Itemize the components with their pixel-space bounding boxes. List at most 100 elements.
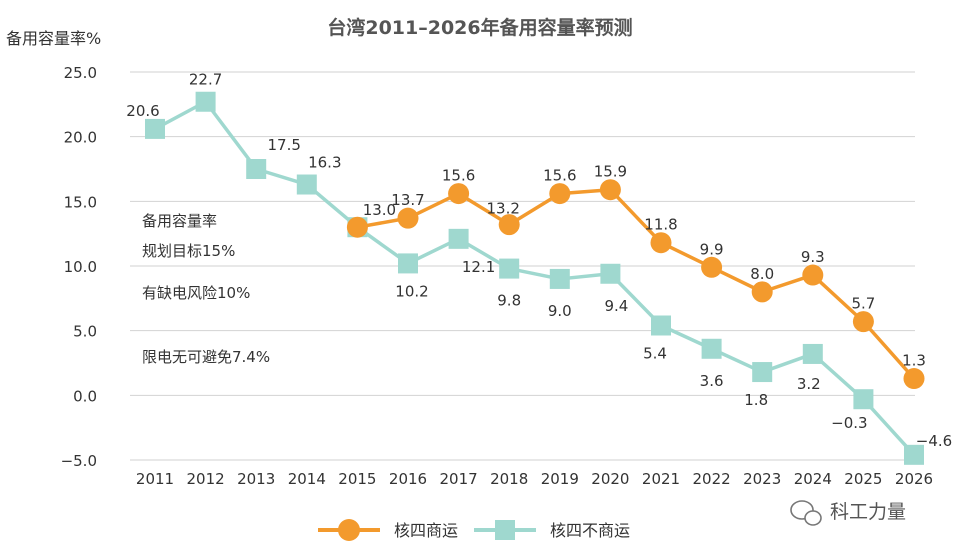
y-tick-labels: 25.0 20.0 15.0 10.0 5.0 0.0 −5.0 <box>61 64 97 470</box>
data-label-with-nuclear4: 13.2 <box>486 200 519 218</box>
watermark: 科工力量 <box>790 500 906 526</box>
data-point-without-nuclear4 <box>600 263 621 284</box>
data-label-without-nuclear4: 9.4 <box>604 297 628 315</box>
series-line-without-nuclear4 <box>154 99 916 457</box>
data-label-without-nuclear4: 20.6 <box>126 102 159 120</box>
data-label-without-nuclear4: 12.1 <box>462 258 495 276</box>
y-tick-label: −5.0 <box>61 452 97 470</box>
y-tick-label: 0.0 <box>73 387 97 405</box>
data-point-without-nuclear4 <box>145 118 165 139</box>
data-label-with-nuclear4: 5.7 <box>851 295 875 313</box>
legend: 核四商运 核四不商运 <box>318 519 630 541</box>
data-point-without-nuclear4 <box>853 389 874 410</box>
x-tick-label: 2013 <box>237 470 275 488</box>
annotation-reserve-rate: 备用容量率 <box>142 212 217 230</box>
x-tick-label: 2014 <box>288 470 326 488</box>
watermark-text: 科工力量 <box>830 501 906 523</box>
data-point-without-nuclear4 <box>246 159 267 179</box>
x-tick-label: 2017 <box>440 470 478 488</box>
data-point-without-nuclear4 <box>296 174 317 195</box>
data-label-without-nuclear4: 5.4 <box>643 344 667 362</box>
data-label-without-nuclear4: 22.7 <box>189 71 222 89</box>
annotation-planning-target: 规划目标15% <box>142 242 235 260</box>
x-tick-label: 2019 <box>541 470 579 488</box>
data-label-with-nuclear4: 8.0 <box>750 265 774 283</box>
y-tick-label: 5.0 <box>73 323 97 341</box>
data-label-without-nuclear4: 1.8 <box>744 391 768 409</box>
x-tick-label: 2024 <box>794 470 832 488</box>
legend-marker-without-nuclear4 <box>495 520 515 540</box>
annotation-layer: 备用容量率 规划目标15% 有缺电风险10% 限电无可避免7.4% <box>142 212 270 366</box>
x-tick-label: 2022 <box>693 470 731 488</box>
data-label-with-nuclear4: 1.3 <box>902 352 926 370</box>
x-tick-label: 2016 <box>389 470 427 488</box>
legend-item-without-nuclear4: 核四不商运 <box>474 520 630 540</box>
data-point-without-nuclear4 <box>752 362 773 383</box>
data-point-without-nuclear4 <box>701 338 722 359</box>
legend-item-with-nuclear4: 核四商运 <box>318 519 458 541</box>
data-label-without-nuclear4: 13.0 <box>363 201 396 219</box>
data-label-with-nuclear4: 15.9 <box>594 163 627 181</box>
data-point-with-nuclear4 <box>751 281 773 303</box>
data-label-without-nuclear4: 9.8 <box>497 292 521 310</box>
data-label-without-nuclear4: 17.5 <box>267 136 300 154</box>
data-point-without-nuclear4 <box>802 343 823 364</box>
x-tick-label: 2011 <box>136 470 174 488</box>
annotation-shortage-risk: 有缺电风险10% <box>142 284 250 302</box>
data-label-without-nuclear4: 9.0 <box>548 302 572 320</box>
data-label-with-nuclear4: 15.6 <box>442 167 475 185</box>
data-label-with-nuclear4: 11.8 <box>644 216 677 234</box>
y-tick-label: 20.0 <box>64 129 97 147</box>
legend-marker-with-nuclear4 <box>338 519 360 541</box>
data-label-with-nuclear4: 9.3 <box>801 248 825 266</box>
x-tick-labels: 2011 2012 2013 2014 2015 2016 2017 2018 2019 2020… <box>136 470 933 488</box>
data-point-without-nuclear4 <box>398 253 418 274</box>
series-layer <box>145 91 925 465</box>
data-point-with-nuclear4 <box>397 207 419 229</box>
data-point-without-nuclear4 <box>195 91 216 112</box>
data-label-layer: 20.6 22.7 17.5 16.3 13.0 10.2 12.19.8 9.0 9.4 5.4… <box>126 71 952 450</box>
data-label-with-nuclear4: 9.9 <box>700 240 724 258</box>
annotation-rationing: 限电无可避免7.4% <box>142 348 270 366</box>
x-tick-label: 2015 <box>338 470 376 488</box>
y-axis-title: 备用容量率% <box>6 29 101 48</box>
data-point-without-nuclear4 <box>549 268 570 289</box>
data-point-without-nuclear4 <box>904 444 924 465</box>
y-tick-label: 15.0 <box>64 193 97 211</box>
data-point-with-nuclear4 <box>448 183 470 205</box>
x-tick-label: 2018 <box>490 470 528 488</box>
y-tick-label: 25.0 <box>64 64 97 82</box>
data-point-with-nuclear4 <box>802 264 824 286</box>
x-tick-label: 2012 <box>187 470 225 488</box>
y-tick-label: 10.0 <box>64 258 97 276</box>
x-tick-label: 2020 <box>591 470 629 488</box>
data-point-without-nuclear4 <box>448 228 469 249</box>
data-point-with-nuclear4 <box>852 311 874 333</box>
data-point-with-nuclear4 <box>903 368 925 390</box>
legend-label-without-nuclear4: 核四不商运 <box>550 521 630 540</box>
x-tick-label: 2023 <box>743 470 781 488</box>
data-point-with-nuclear4 <box>346 216 368 238</box>
x-tick-label: 2025 <box>844 470 882 488</box>
data-label-without-nuclear4: −4.6 <box>916 432 952 450</box>
data-label-without-nuclear4: 10.2 <box>395 282 428 300</box>
data-label-without-nuclear4: 3.2 <box>797 375 821 393</box>
data-label-with-nuclear4: 15.6 <box>543 167 576 185</box>
grid-layer <box>130 71 915 461</box>
data-point-with-nuclear4 <box>498 214 520 236</box>
data-label-without-nuclear4: 3.6 <box>700 372 724 390</box>
data-point-with-nuclear4 <box>701 256 723 278</box>
data-point-with-nuclear4 <box>549 183 571 205</box>
data-point-with-nuclear4 <box>650 232 672 254</box>
data-label-without-nuclear4: 16.3 <box>308 154 341 172</box>
chart-title: 台湾2011–2026年备用容量率预测 <box>327 16 632 39</box>
x-tick-label: 2021 <box>642 470 680 488</box>
data-point-without-nuclear4 <box>651 315 671 336</box>
legend-label-with-nuclear4: 核四商运 <box>394 521 458 540</box>
data-label-without-nuclear4: −0.3 <box>831 414 867 432</box>
data-point-without-nuclear4 <box>499 258 520 279</box>
data-point-with-nuclear4 <box>599 179 621 201</box>
wechat-icon <box>790 500 822 526</box>
